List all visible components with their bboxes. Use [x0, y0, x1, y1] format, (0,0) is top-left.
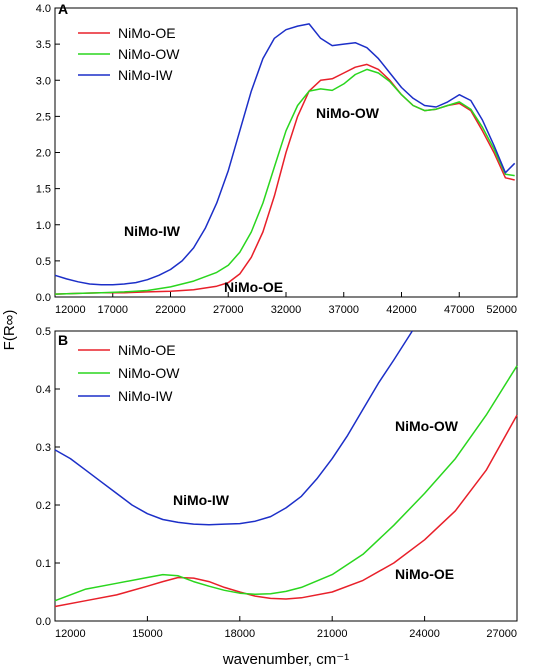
- annotation-a-nimo-oe: NiMo-OE: [224, 279, 283, 295]
- legend-label-b-nimo-ow: NiMo-OW: [118, 365, 180, 381]
- x-axis-title: wavenumber, cm⁻¹: [222, 651, 349, 668]
- panel-b-x-ticks: 12000 15000 18000 21000 24000 27000: [54, 616, 518, 640]
- panel-b-frame: [54, 330, 518, 622]
- y-tick-label: 0.0: [36, 292, 51, 304]
- y-tick-label: 1.5: [36, 184, 51, 196]
- x-tick-label: 15000: [132, 628, 163, 640]
- y-tick-label: 0.4: [36, 384, 51, 396]
- annotation-b-nimo-ow: NiMo-OW: [395, 418, 459, 434]
- x-tick-label: 32000: [271, 304, 302, 316]
- legend-label-nimo-oe: NiMo-OE: [118, 25, 176, 41]
- x-tick-label: 12000: [55, 628, 86, 640]
- series-line-nimo-ow: [54, 365, 518, 602]
- x-tick-label: 27000: [213, 304, 244, 316]
- y-tick-label: 3.5: [36, 39, 51, 51]
- x-tick-label: 12000: [55, 304, 86, 316]
- panel-b-label: B: [58, 332, 68, 348]
- x-tick-label: 17000: [97, 304, 128, 316]
- y-tick-label: 2.5: [36, 111, 51, 123]
- x-tick-label: 37000: [328, 304, 359, 316]
- annotation-a-nimo-iw: NiMo-IW: [124, 223, 181, 239]
- y-tick-label: 0.0: [36, 616, 51, 628]
- annotation-b-nimo-iw: NiMo-IW: [173, 492, 230, 508]
- y-tick-label: 3.0: [36, 75, 51, 87]
- series-line-nimo-iw: [54, 330, 413, 526]
- x-tick-label: 47000: [444, 304, 475, 316]
- x-tick-label: 21000: [317, 628, 348, 640]
- y-tick-label: 0.3: [36, 442, 51, 454]
- panel-b-series: [54, 330, 518, 608]
- series-line-nimo-iw: [54, 23, 516, 286]
- y-tick-label: 0.2: [36, 500, 51, 512]
- legend-label-b-nimo-iw: NiMo-IW: [118, 388, 173, 404]
- y-tick-label: 2.0: [36, 148, 51, 160]
- series-line-nimo-oe: [54, 414, 518, 608]
- panel-a-x-ticks: 12000 17000 22000 27000 32000 37000 42000 47000…: [54, 292, 518, 316]
- panel-b: B 0.0 0.1 0.2 0.3 0.4 0.5 12000 15000 18000 2100…: [36, 326, 518, 640]
- x-tick-label: 27000: [486, 628, 517, 640]
- panel-a: A 0.0 0.5 1.0 1.5 2.0 2.5 3.0 3.5 4.0 12000 17000…: [36, 1, 518, 316]
- x-tick-label: 52000: [486, 304, 517, 316]
- panel-a-y-ticks: 0.0 0.5 1.0 1.5 2.0 2.5 3.0 3.5 4.0: [36, 3, 60, 304]
- y-tick-label: 1.0: [36, 220, 51, 232]
- legend-label-nimo-iw: NiMo-IW: [118, 67, 173, 83]
- annotation-a-nimo-ow: NiMo-OW: [316, 105, 380, 121]
- x-tick-label: 42000: [386, 304, 417, 316]
- legend-label-nimo-ow: NiMo-OW: [118, 46, 180, 62]
- x-tick-label: 24000: [409, 628, 440, 640]
- x-tick-label: 18000: [225, 628, 256, 640]
- y-tick-label: 4.0: [36, 3, 51, 15]
- x-tick-label: 22000: [155, 304, 186, 316]
- y-tick-label: 0.5: [36, 256, 51, 268]
- panel-a-series: [54, 23, 516, 295]
- panel-b-legend: NiMo-OE NiMo-OW NiMo-IW: [78, 342, 180, 404]
- y-tick-label: 0.5: [36, 326, 51, 338]
- y-axis-title: F(R∞): [1, 310, 18, 351]
- annotation-b-nimo-oe: NiMo-OE: [395, 566, 454, 582]
- panel-b-y-ticks: 0.0 0.1 0.2 0.3 0.4 0.5: [36, 326, 60, 628]
- panel-a-label: A: [58, 1, 68, 17]
- y-tick-label: 0.1: [36, 558, 51, 570]
- series-line-nimo-ow: [54, 68, 515, 295]
- series-line-nimo-oe: [54, 63, 515, 295]
- panel-a-legend: NiMo-OE NiMo-OW NiMo-IW: [78, 25, 180, 83]
- legend-label-b-nimo-oe: NiMo-OE: [118, 342, 176, 358]
